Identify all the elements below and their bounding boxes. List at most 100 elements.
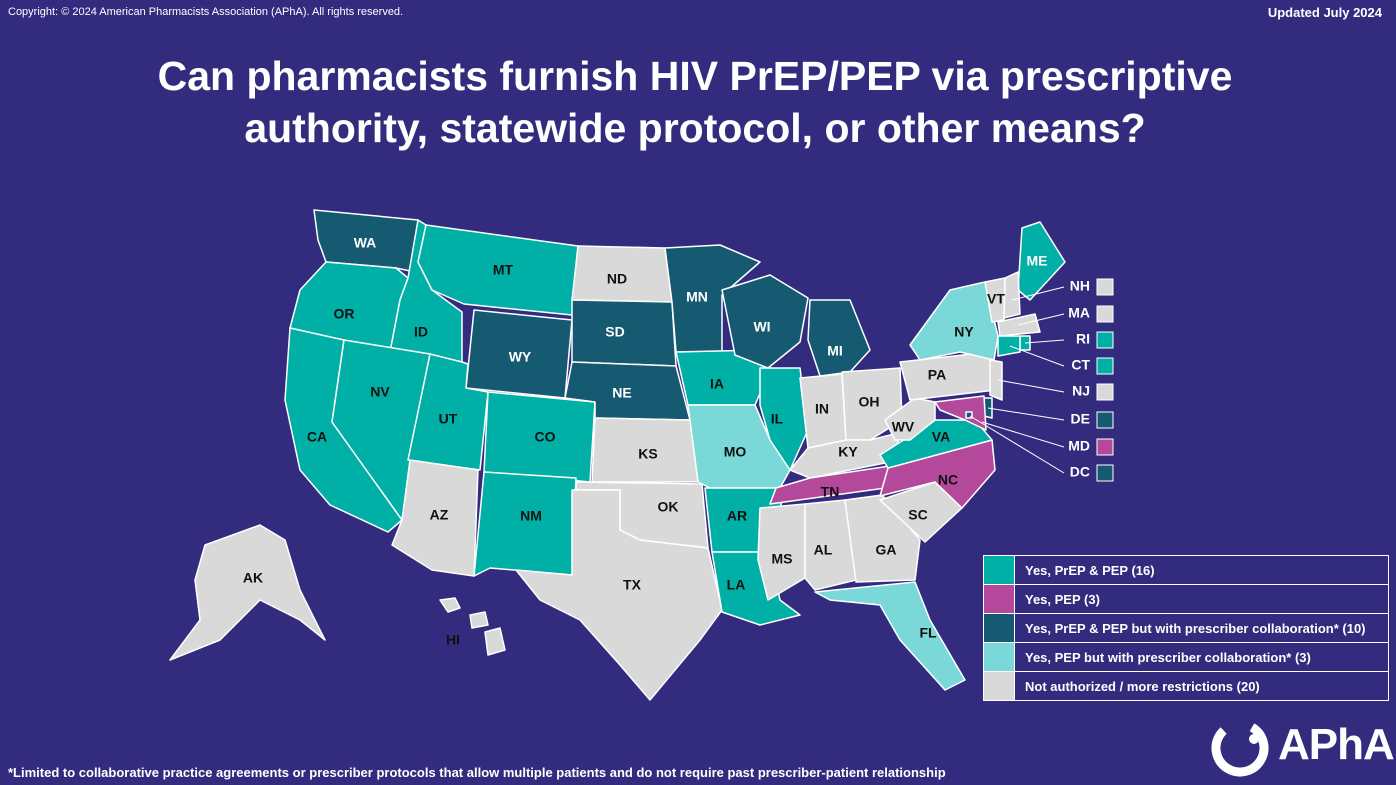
state-label-sd: SD — [605, 324, 624, 340]
callout-label-ct: CT — [1071, 357, 1090, 373]
state-nj — [989, 359, 1003, 401]
legend-swatch — [984, 585, 1015, 613]
legend-swatch — [984, 672, 1015, 700]
apha-logo: APhA — [1210, 718, 1395, 778]
state-label-in: IN — [815, 401, 829, 417]
state-label-ut: UT — [439, 411, 458, 427]
state-label-mi: MI — [827, 343, 843, 359]
state-label-az: AZ — [430, 507, 449, 523]
state-mi — [807, 299, 871, 377]
state-label-la: LA — [727, 577, 746, 593]
legend-label: Yes, PrEP & PEP (16) — [1025, 562, 1155, 578]
state-label-or: OR — [334, 306, 355, 322]
state-label-ky: KY — [838, 444, 858, 460]
state-label-wi: WI — [753, 319, 770, 335]
state-label-oh: OH — [859, 394, 880, 410]
state-label-ok: OK — [658, 499, 679, 515]
callout-label-ri: RI — [1076, 331, 1090, 347]
callout-label-md: MD — [1068, 438, 1090, 454]
legend-swatch — [984, 643, 1015, 671]
callout-line-nh — [1011, 286, 1065, 301]
legend-label: Yes, PrEP & PEP but with prescriber coll… — [1025, 620, 1366, 636]
state-fl — [814, 581, 966, 691]
state-md — [934, 395, 987, 431]
state-label-nv: NV — [370, 384, 390, 400]
apha-logo-text: APhA — [1278, 720, 1395, 769]
callout-line-ma — [1017, 313, 1065, 326]
state-label-pa: PA — [928, 367, 946, 383]
state-label-co: CO — [535, 429, 556, 445]
state-ak — [169, 524, 326, 661]
callout-line-ct — [1009, 345, 1065, 367]
copyright-text: Copyright: © 2024 American Pharmacists A… — [8, 6, 404, 18]
state-label-sc: SC — [908, 507, 927, 523]
state-mn — [664, 244, 761, 353]
state-tx — [515, 489, 723, 701]
callout-label-dc: DC — [1070, 464, 1090, 480]
updated-date: Updated July 2024 — [1267, 5, 1382, 20]
state-label-nm: NM — [520, 508, 542, 524]
state-label-ak: AK — [243, 570, 263, 586]
state-label-ga: GA — [876, 542, 897, 558]
state-label-tn: TN — [821, 484, 840, 500]
state-label-nd: ND — [607, 271, 627, 287]
callout-label-nj: NJ — [1072, 383, 1090, 399]
callout-swatch-md — [1096, 438, 1114, 456]
legend-item-prep_pep_collab: Yes, PrEP & PEP but with prescriber coll… — [984, 614, 1388, 643]
legend-item-pep_collab: Yes, PEP but with prescriber collaborati… — [984, 643, 1388, 672]
callout-label-ma: MA — [1068, 305, 1090, 321]
legend-item-not_authorized: Not authorized / more restrictions (20) — [984, 672, 1388, 700]
state-label-vt: VT — [987, 291, 1005, 307]
state-ga — [844, 494, 921, 583]
state-label-wa: WA — [354, 235, 377, 251]
state-label-wv: WV — [892, 419, 915, 435]
state-label-tx: TX — [623, 577, 642, 593]
state-label-mn: MN — [686, 289, 708, 305]
callout-label-de: DE — [1071, 411, 1090, 427]
callout-line-nj — [997, 379, 1065, 393]
state-label-nc: NC — [938, 472, 958, 488]
state-hi — [439, 597, 506, 656]
state-al — [804, 499, 857, 591]
callout-swatch-ri — [1096, 331, 1114, 349]
state-label-ca: CA — [307, 429, 327, 445]
state-ms — [757, 503, 806, 601]
legend-item-pep: Yes, PEP (3) — [984, 585, 1388, 614]
apha-logo-icon — [1211, 719, 1269, 777]
state-label-ia: IA — [710, 376, 724, 392]
callout-line-de — [987, 407, 1065, 421]
legend-swatch — [984, 556, 1015, 584]
state-label-ne: NE — [612, 385, 631, 401]
callout-swatch-de — [1096, 411, 1114, 429]
callout-line-md — [981, 421, 1065, 448]
state-az — [391, 459, 479, 577]
callout-swatch-nh — [1096, 278, 1114, 296]
legend: Yes, PrEP & PEP (16) Yes, PEP (3) Yes, PrE… — [983, 555, 1389, 701]
callout-swatch-ct — [1096, 357, 1114, 375]
state-ct — [997, 335, 1021, 357]
footnote: *Limited to collaborative practice agree… — [8, 765, 946, 780]
state-mo — [687, 404, 791, 489]
state-label-va: VA — [932, 429, 950, 445]
callout-swatch-nj — [1096, 383, 1114, 401]
state-label-fl: FL — [919, 625, 937, 641]
state-ny — [909, 281, 999, 361]
state-nm — [473, 471, 577, 577]
legend-label: Yes, PEP but with prescriber collaborati… — [1025, 649, 1311, 665]
state-nh — [1003, 271, 1021, 319]
callout-swatch-ma — [1096, 305, 1114, 323]
state-label-me: ME — [1027, 253, 1048, 269]
state-label-mo: MO — [724, 444, 747, 460]
legend-label: Not authorized / more restrictions (20) — [1025, 678, 1260, 694]
page-title: Can pharmacists furnish HIV PrEP/PEP via… — [157, 53, 1233, 151]
state-pa — [899, 351, 997, 401]
callout-label-nh: NH — [1070, 278, 1090, 294]
legend-swatch — [984, 614, 1015, 642]
state-label-il: IL — [771, 411, 784, 427]
callout-swatch-dc — [1096, 464, 1114, 482]
state-label-id: ID — [414, 324, 428, 340]
state-label-ms: MS — [772, 551, 793, 567]
state-wi — [721, 274, 809, 369]
state-label-wy: WY — [509, 349, 532, 365]
